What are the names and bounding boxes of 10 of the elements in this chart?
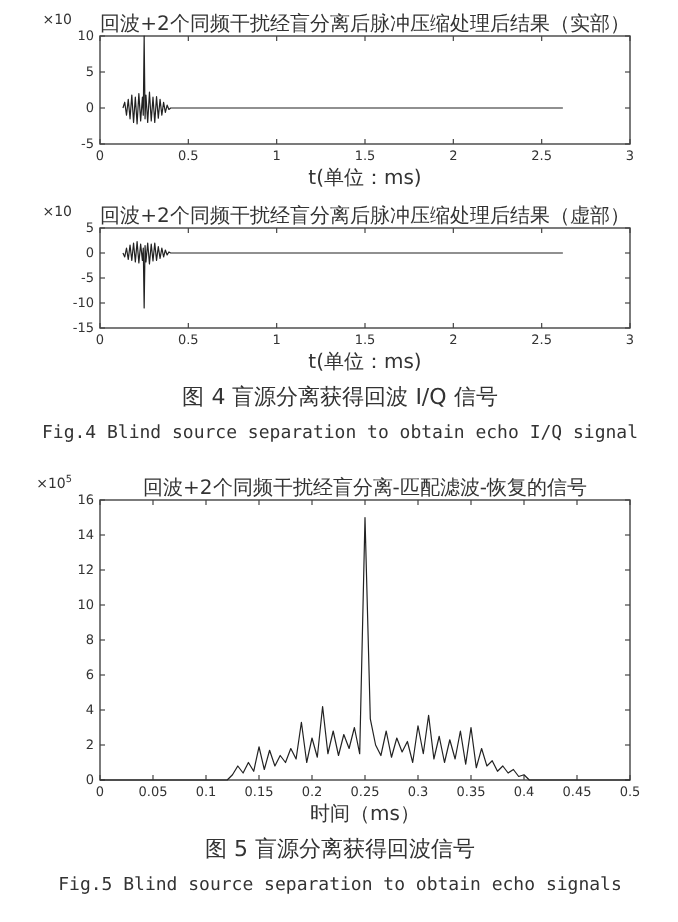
annotation: Fig.5 Blind source separation to obtain echo signals: [58, 876, 622, 896]
annotation: 图 4 盲源分离获得回波 I/Q 信号: [182, 384, 498, 410]
title: 回波+2个同频干扰经盲分离后脉冲压缩处理后结果（实部）: [100, 14, 630, 36]
title: 回波+2个同频干扰经盲分离后脉冲压缩处理后结果（虚部）: [100, 206, 630, 228]
xlabel: t(单位：ms): [308, 352, 422, 374]
annotation: 图 5 盲源分离获得回波信号: [205, 836, 475, 862]
annotation: Fig.4 Blind source separation to obtain echo I/Q signal: [42, 424, 638, 444]
title: 回波+2个同频干扰经盲分离-匹配滤波-恢复的信号: [143, 478, 587, 500]
xlabel: 时间（ms）: [310, 804, 420, 826]
xlabel: t(单位：ms): [308, 168, 422, 190]
